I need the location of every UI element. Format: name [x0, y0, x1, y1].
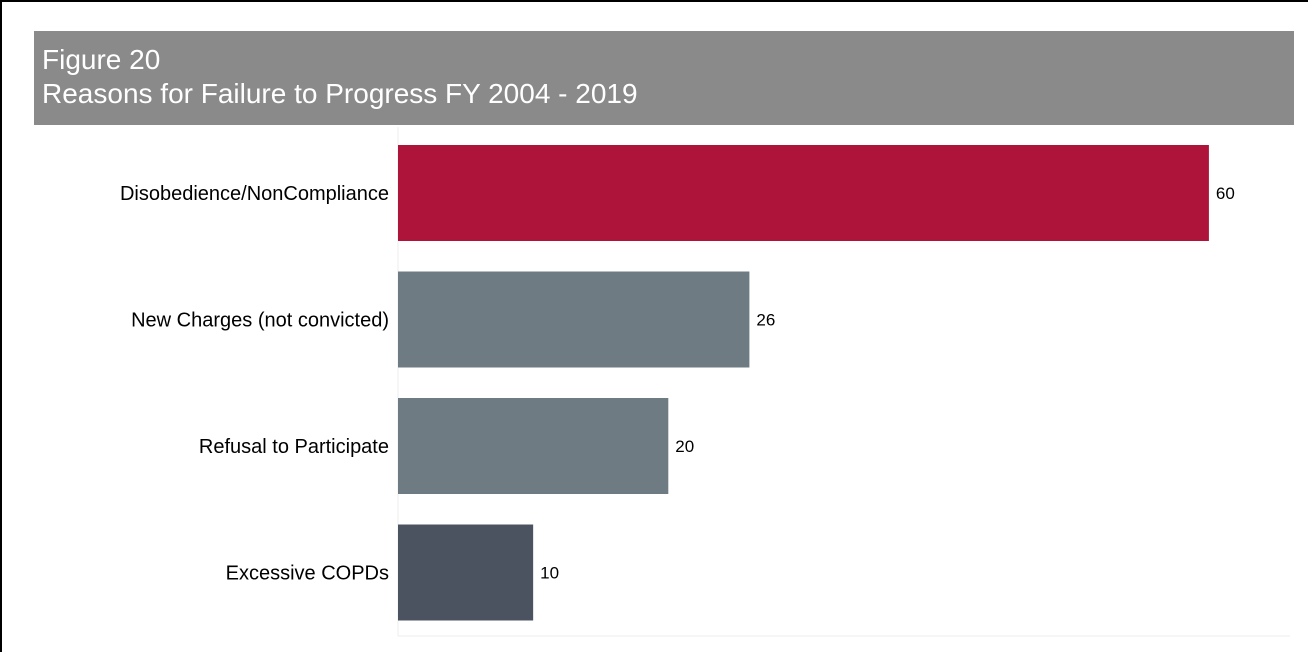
figure-label: Figure 20	[42, 44, 161, 75]
category-label-1: Disobedience/NonCompliance	[120, 183, 389, 205]
data-label-3: 20	[675, 437, 694, 456]
data-label-1: 60	[1216, 184, 1235, 203]
bar-4	[398, 524, 534, 621]
category-label-4: Excessive COPDs	[226, 563, 389, 585]
category-label-3: Refusal to Participate	[199, 436, 389, 458]
bar-3	[398, 398, 669, 494]
category-label-2: New Charges (not convicted)	[131, 310, 389, 332]
data-label-4: 10	[540, 564, 559, 583]
figure-title: Reasons for Failure to Progress FY 2004 …	[42, 78, 638, 109]
bar-2	[398, 271, 750, 368]
figure-header: Figure 20 Reasons for Failure to Progres…	[34, 31, 1294, 125]
bar-1	[398, 145, 1209, 241]
data-label-2: 26	[756, 311, 775, 330]
